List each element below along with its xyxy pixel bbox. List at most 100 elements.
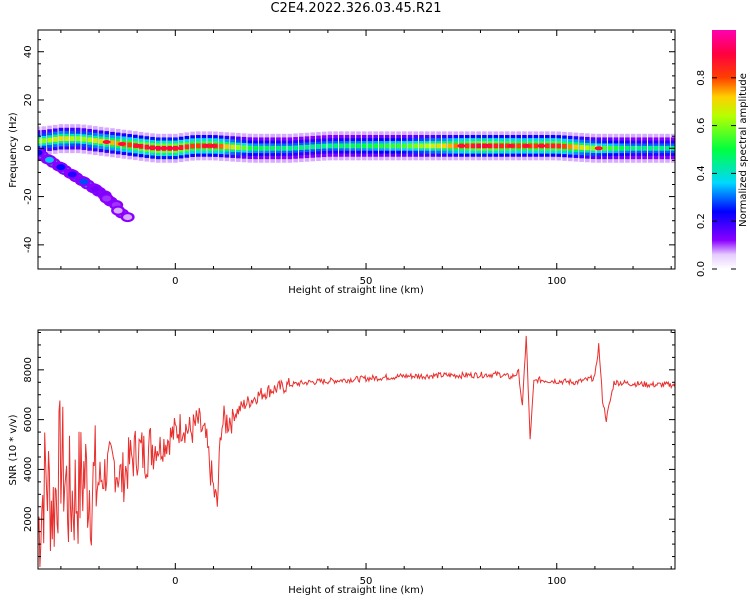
spectrogram-branch-core	[113, 207, 123, 214]
spectrogram-cell	[167, 145, 172, 151]
spectrogram-peak	[148, 145, 157, 150]
spectrogram-cell	[373, 143, 378, 149]
spectrogram-cell	[516, 143, 522, 149]
snr-x-tick-label: 100	[547, 576, 566, 587]
snr-y-tick-label: 2000	[23, 506, 34, 531]
spectrogram-branch-core	[102, 195, 112, 202]
spectrogram-cell	[653, 145, 659, 151]
colorbar-tick-label: 0.8	[696, 70, 707, 86]
spectrogram-cell	[602, 145, 607, 151]
spectrogram-cell	[607, 145, 613, 151]
spectrogram-cell	[585, 145, 590, 151]
spectrogram-y-tick-label: 40	[23, 45, 34, 58]
spectrogram-peak	[133, 143, 142, 148]
spectrogram-frame	[37, 29, 676, 270]
spectrogram-cell	[224, 144, 230, 150]
spectrogram-cell	[390, 143, 396, 149]
spectrogram-cell	[442, 143, 447, 149]
spectrogram-cell	[401, 143, 407, 149]
spectrogram-cell	[298, 145, 304, 150]
spectrogram-cell	[356, 143, 361, 149]
spectrogram-cell	[321, 143, 327, 149]
colorbar-tick-label: 0.0	[696, 261, 707, 277]
spectrogram-cell	[453, 143, 459, 149]
spectrogram-cell	[276, 145, 281, 151]
spectrogram-cell	[87, 137, 92, 143]
spectrogram-peak	[484, 143, 493, 148]
spectrogram-cell	[419, 143, 424, 149]
spectrogram-cell	[361, 143, 367, 149]
spectrogram-cell	[270, 145, 275, 151]
spectrogram-cell	[184, 144, 190, 150]
colorbar-tick-label: 0.4	[696, 165, 707, 181]
spectrogram-branch-core	[67, 171, 77, 178]
spectrogram-branch-core	[44, 156, 54, 163]
spectrogram-cell	[636, 145, 642, 151]
spectrogram-cell	[659, 145, 665, 151]
spectrogram-cell	[550, 143, 556, 149]
spectrogram-y-tick-label: 0	[23, 145, 34, 151]
spectrogram-cell	[293, 145, 298, 151]
spectrogram-cell	[562, 143, 567, 149]
snr-frame	[37, 329, 676, 570]
spectrogram-cell	[327, 143, 333, 149]
spectrogram-cell	[339, 143, 344, 149]
spectrogram-cell	[218, 143, 224, 149]
spectrogram-cell	[304, 144, 310, 150]
spectrogram-cell	[464, 143, 470, 149]
spectrogram-cell	[379, 143, 384, 149]
spectrogram-peak	[159, 146, 168, 151]
spectrogram-cell	[93, 138, 98, 143]
spectrogram-cell	[230, 144, 235, 150]
colorbar-tick-label: 0.2	[696, 213, 707, 229]
spectrogram-y-tick-label: -40	[23, 237, 34, 253]
spectrogram-cell	[264, 145, 270, 151]
spectrogram-cell	[447, 143, 453, 149]
spectrogram-cell	[556, 143, 562, 149]
spectrogram-y-tick-label: -20	[23, 188, 34, 204]
spectrogram-x-axis-label: Height of straight line (km)	[288, 285, 424, 296]
spectrogram-x-tick-label: 50	[360, 276, 373, 287]
spectrogram-cell	[81, 136, 87, 142]
spectrogram-cell	[407, 143, 413, 149]
spectrogram-branch-core	[123, 214, 133, 221]
colorbar-tick-label: 0.6	[696, 118, 707, 134]
spectrogram-cell	[396, 143, 401, 149]
spectrogram-cell	[316, 144, 321, 149]
spectrogram-cell	[64, 136, 70, 142]
spectrogram-cell	[545, 143, 550, 149]
spectrogram-branch-core	[38, 149, 43, 156]
spectrogram-branch-core	[90, 185, 100, 192]
spectrogram-cell	[625, 145, 630, 151]
spectrogram-cell	[190, 143, 195, 149]
spectrogram-cell	[247, 145, 253, 151]
spectrogram-peak	[457, 143, 466, 148]
spectrogram-branch-core	[79, 178, 89, 185]
spectrogram-cell	[567, 144, 573, 150]
spectrogram-cell	[258, 145, 264, 151]
spectrogram-cell	[178, 145, 184, 150]
spectrogram-cell	[110, 140, 115, 146]
spectrogram-cell	[38, 138, 41, 144]
spectrogram-cell	[384, 143, 390, 149]
spectrogram-cell	[590, 145, 596, 151]
spectrogram-cell	[287, 145, 293, 151]
snr-panel: 0 50 100 2000 4000 6000 8000 Height of straigh…	[8, 329, 676, 596]
spectrogram-panel: 0 50 100 -40 -20 0 20 40 Height of straight lin…	[8, 29, 676, 296]
spectrogram-cell	[367, 143, 373, 149]
spectrogram-cell	[424, 143, 430, 149]
spectrogram-cell	[70, 136, 75, 142]
spectrogram-peak	[522, 143, 531, 148]
spectrogram-cell	[476, 143, 481, 149]
spectrogram-peak	[506, 143, 515, 148]
spectrogram-cell	[127, 142, 132, 148]
spectrogram-cell	[253, 145, 258, 151]
spectrogram-cell	[499, 143, 504, 149]
snr-series-line	[38, 335, 675, 568]
spectrogram-peak	[201, 143, 210, 148]
spectrogram-cell	[310, 144, 316, 150]
spectrogram-cell	[75, 136, 81, 142]
spectrogram-peak	[594, 146, 603, 151]
spectrogram-peak	[537, 143, 546, 148]
